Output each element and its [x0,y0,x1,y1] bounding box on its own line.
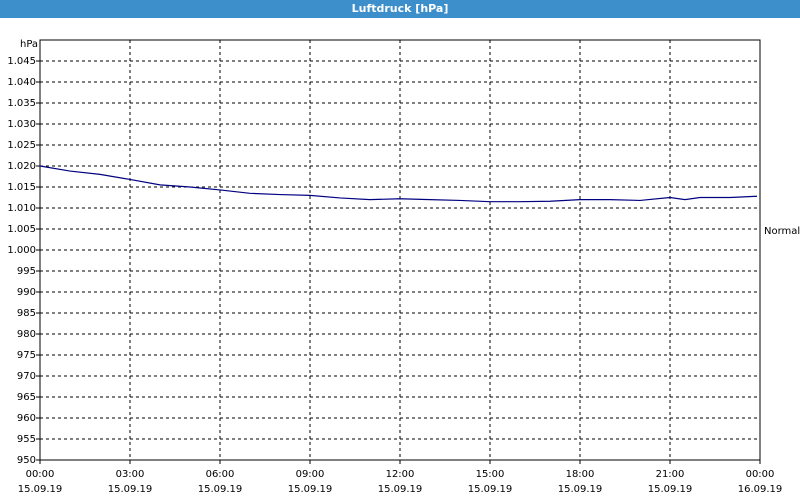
y-tick-label: 950 [17,455,36,466]
x-tick-label: 15:00 15.09.19 [467,469,513,495]
x-tick-label: 18:00 15.09.19 [557,469,603,495]
legend-label: Normal [764,226,800,237]
x-tick-label: 00:00 16.09.19 [737,469,783,495]
y-tick-label: 960 [17,413,36,424]
y-tick-label: 965 [17,392,36,403]
y-tick-label: 985 [17,308,36,319]
x-tick-label: 21:00 15.09.19 [647,469,693,495]
window-title: Luftdruck [hPa] [0,0,800,18]
y-tick-label: 990 [17,287,36,298]
y-tick-label: 980 [17,329,36,340]
y-tick-label: 995 [17,266,36,277]
y-tick-label: 1.020 [7,161,36,172]
x-tick-label: 09:00 15.09.19 [287,469,333,495]
y-tick-label: 1.045 [7,56,36,67]
y-tick-label: 1.010 [7,203,36,214]
y-tick-label: 1.000 [7,245,36,256]
y-tick-label: 970 [17,371,36,382]
y-tick-label: 1.015 [7,182,36,193]
y-unit: hPa [20,39,38,50]
x-tick-label: 06:00 15.09.19 [197,469,243,495]
y-tick-label: 1.030 [7,119,36,130]
data-line [39,165,758,203]
x-tick-label: 12:00 15.09.19 [377,469,423,495]
y-tick-label: 1.035 [7,98,36,109]
x-tick-label: 00:00 15.09.19 [17,469,63,495]
y-tick-label: 1.025 [7,140,36,151]
y-tick-label: 1.040 [7,77,36,88]
y-tick-label: 1.005 [7,224,36,235]
x-tick-label: 03:00 15.09.19 [107,469,153,495]
y-tick-label: 955 [17,434,36,445]
y-tick-label: 975 [17,350,36,361]
